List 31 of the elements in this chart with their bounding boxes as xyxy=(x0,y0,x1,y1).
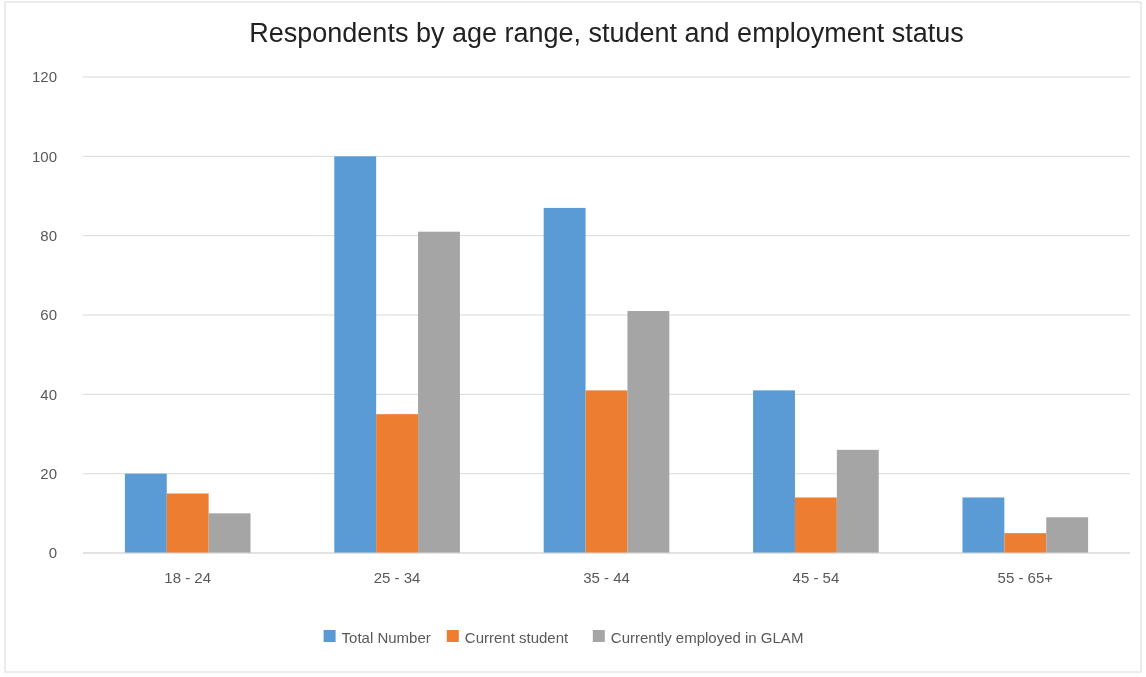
legend-label: Current student xyxy=(464,628,570,646)
x-tick-label: 35 - 44 xyxy=(583,569,630,586)
bar xyxy=(124,473,167,553)
legend-label: Total Number xyxy=(341,628,431,646)
bar xyxy=(585,390,628,553)
y-tick-label: 0 xyxy=(48,544,57,562)
y-tick-label: 40 xyxy=(40,385,57,403)
x-tick-label: 55 - 65+ xyxy=(997,569,1054,586)
bar xyxy=(794,497,837,553)
y-tick-label: 60 xyxy=(40,306,57,324)
y-tick-label: 100 xyxy=(31,147,57,165)
bar xyxy=(376,414,419,553)
bar xyxy=(627,311,670,553)
chart-title: Respondents by age range, student and employment status xyxy=(249,18,964,48)
x-tick-label: 18 - 24 xyxy=(164,569,212,586)
bar xyxy=(166,493,209,553)
bar xyxy=(334,156,377,553)
y-tick-label: 20 xyxy=(40,464,57,482)
bar xyxy=(1004,533,1047,553)
bar xyxy=(1046,517,1089,553)
y-tick-label: 80 xyxy=(40,226,57,244)
legend-label: Currently employed in GLAM xyxy=(610,628,804,646)
x-tick-label: 25 - 34 xyxy=(373,569,421,586)
bar xyxy=(962,497,1005,553)
x-tick-label: 45 - 54 xyxy=(792,569,840,586)
bar xyxy=(543,207,586,553)
y-tick-label: 120 xyxy=(31,68,57,86)
bar xyxy=(836,449,879,553)
bar xyxy=(418,231,460,553)
bar xyxy=(208,513,251,553)
bar xyxy=(753,390,795,553)
